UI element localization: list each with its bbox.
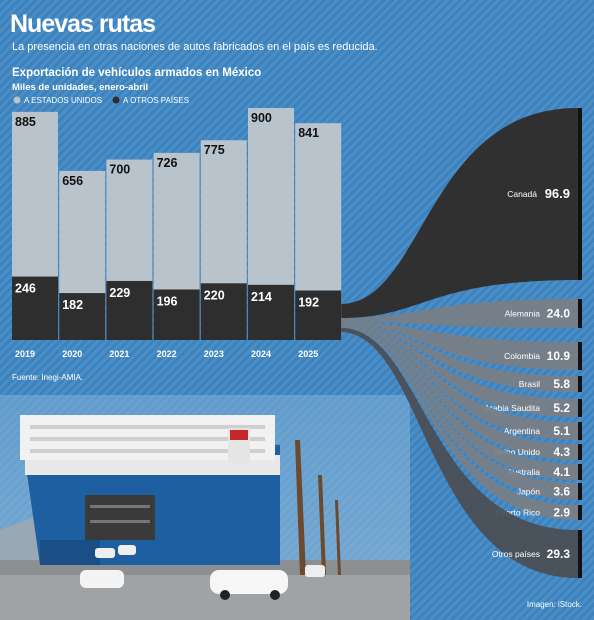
- flow-end-bar: [578, 483, 582, 500]
- destination-label: Otros países: [492, 549, 540, 559]
- flow-canadá: [340, 108, 578, 319]
- legend-us-marker: [13, 96, 21, 104]
- bar-others-label: 214: [251, 290, 272, 304]
- x-tick-label: 2023: [204, 349, 224, 359]
- bar-others-2024: [248, 284, 294, 340]
- destination-value: 5.8: [553, 377, 570, 391]
- bar-chart: 885 246 2019 656 182 2020 700 229 2021 726 196 2022…: [12, 108, 342, 359]
- bar-us-label: 841: [298, 126, 319, 140]
- legend: A ESTADOS UNIDOS A OTROS PAÍSES: [13, 96, 189, 105]
- flow-end-bar: [578, 505, 582, 520]
- chart-subtitle: Miles de unidades, enero-abril: [12, 82, 148, 93]
- bar-others-label: 182: [62, 298, 83, 312]
- legend-others-marker: [112, 96, 120, 104]
- destination-label: Arabia Saudita: [484, 403, 540, 413]
- bar-us-label: 656: [62, 174, 83, 188]
- port-photo: [0, 395, 410, 620]
- destination-value: 4.1: [553, 465, 570, 479]
- x-tick-label: 2021: [109, 349, 129, 359]
- bar-others-2021: [106, 280, 153, 340]
- destination-label: Reino Unido: [493, 447, 540, 457]
- flow-arabia-saudita: [340, 324, 578, 417]
- bar-others-2022: [153, 289, 200, 340]
- page-title: Nuevas rutas: [10, 10, 155, 38]
- destination-value: 5.2: [553, 401, 570, 415]
- flow-end-bar: [578, 422, 582, 440]
- x-tick-label: 2024: [251, 349, 271, 359]
- bar-others-2019: [12, 276, 58, 340]
- x-tick-label: 2022: [157, 349, 177, 359]
- source-note: Fuente: Inegi-AMIA.: [12, 373, 83, 382]
- flow-end-bar: [578, 530, 582, 578]
- legend-us-label: A ESTADOS UNIDOS: [24, 96, 102, 105]
- flow-end-bar: [578, 342, 582, 370]
- bar-us-label: 885: [15, 115, 36, 129]
- flow-colombia: [340, 321, 578, 370]
- flow-japón: [340, 326, 578, 500]
- chart-title: Exportación de vehículos armados en Méxi…: [12, 67, 261, 79]
- page-subtitle: La presencia en otras naciones de autos …: [12, 41, 378, 53]
- flow-end-bar: [578, 108, 582, 280]
- legend-others-label: A OTROS PAÍSES: [123, 96, 189, 105]
- bar-others-label: 229: [109, 286, 130, 300]
- flow-reino-unido: [340, 325, 578, 460]
- flow-end-bar: [578, 464, 582, 480]
- destination-value: 3.6: [553, 485, 570, 499]
- bar-us-label: 726: [157, 156, 178, 170]
- flow-brasil: [340, 323, 578, 392]
- bar-others-2020: [59, 293, 106, 340]
- destination-value: 10.9: [547, 349, 571, 363]
- bar-others-label: 246: [15, 282, 36, 296]
- flow-alemania: [340, 299, 578, 328]
- destination-label: Alemania: [505, 309, 541, 319]
- bar-us-label: 775: [204, 143, 225, 157]
- destination-label: Brasil: [519, 379, 540, 389]
- bar-others-label: 196: [157, 294, 178, 308]
- flow-end-bar: [578, 399, 582, 417]
- bar-others-2025: [295, 290, 342, 340]
- flow-end-bar: [578, 444, 582, 460]
- image-credit: Imagen: iStock.: [527, 600, 582, 609]
- destination-label: Puerto Rico: [496, 508, 541, 518]
- x-tick-label: 2019: [15, 349, 35, 359]
- flow-otros-países: [340, 327, 578, 578]
- flow-australia: [340, 326, 578, 480]
- flow-argentina: [340, 324, 578, 440]
- x-tick-label: 2020: [62, 349, 82, 359]
- x-tick-label: 2025: [298, 349, 318, 359]
- destination-label: Canadá: [507, 189, 537, 199]
- bar-others-label: 220: [204, 288, 225, 302]
- destination-value: 2.9: [553, 506, 570, 520]
- bar-others-label: 192: [298, 296, 319, 310]
- bar-us-label: 900: [251, 111, 272, 125]
- destination-label: Australia: [507, 467, 540, 477]
- bar-others-2023: [200, 283, 247, 340]
- destination-value: 4.3: [553, 445, 570, 459]
- destination-label: Argentina: [504, 426, 541, 436]
- destination-value: 24.0: [547, 307, 571, 321]
- flow-end-bar: [578, 376, 582, 392]
- destination-label: Colombia: [504, 351, 540, 361]
- flow-end-bar: [578, 299, 582, 328]
- destination-value: 29.3: [547, 547, 571, 561]
- destination-value: 5.1: [553, 424, 570, 438]
- destination-label: Japón: [517, 487, 540, 497]
- destination-value: 96.9: [545, 186, 570, 201]
- destination-flows: 96.9 Canadá 24.0 Alemania 10.9 Colombia 5.8 Bra…: [340, 108, 582, 578]
- bar-us-label: 700: [109, 163, 130, 177]
